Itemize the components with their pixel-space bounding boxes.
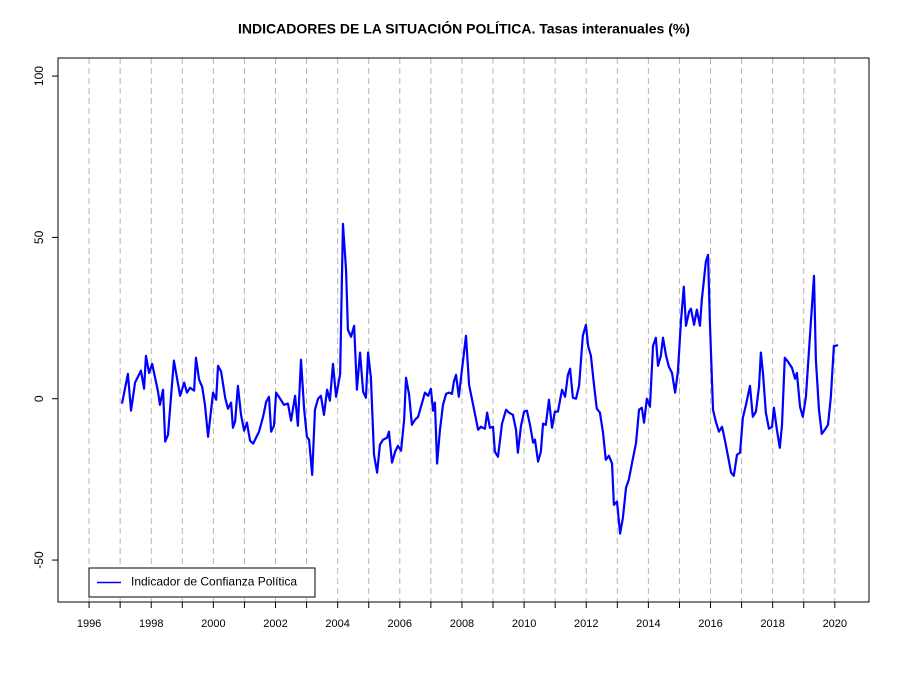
chart-title: INDICADORES DE LA SITUACIÓN POLÍTICA. Ta… bbox=[238, 20, 690, 37]
grid bbox=[88, 58, 836, 602]
y-tick-label: 0 bbox=[32, 395, 46, 402]
legend-label: Indicador de Confianza Política bbox=[131, 575, 297, 589]
legend-box bbox=[88, 567, 316, 598]
y-tick-label: -50 bbox=[32, 551, 46, 569]
y-tick-label: 100 bbox=[32, 66, 46, 86]
x-tick-label: 1996 bbox=[77, 618, 101, 630]
x-tick-label: 2004 bbox=[325, 618, 349, 630]
x-tick-label: 2016 bbox=[698, 618, 722, 630]
plot-marks bbox=[120, 222, 839, 535]
x-tick-label: 2020 bbox=[823, 618, 847, 630]
x-tick-label: 2008 bbox=[450, 618, 474, 630]
x-tick-label: 2014 bbox=[636, 618, 660, 630]
x-tick-label: 2010 bbox=[512, 618, 536, 630]
x-tick-label: 1998 bbox=[139, 618, 163, 630]
y-tick-label: 50 bbox=[32, 230, 46, 244]
plot-frame bbox=[57, 57, 870, 603]
x-tick-label: 2002 bbox=[263, 618, 287, 630]
x-tick-label: 2000 bbox=[201, 618, 225, 630]
x-tick-label: 2012 bbox=[574, 618, 598, 630]
x-tick-label: 2018 bbox=[760, 618, 784, 630]
data-line bbox=[120, 222, 839, 535]
x-tick-label: 2006 bbox=[388, 618, 412, 630]
